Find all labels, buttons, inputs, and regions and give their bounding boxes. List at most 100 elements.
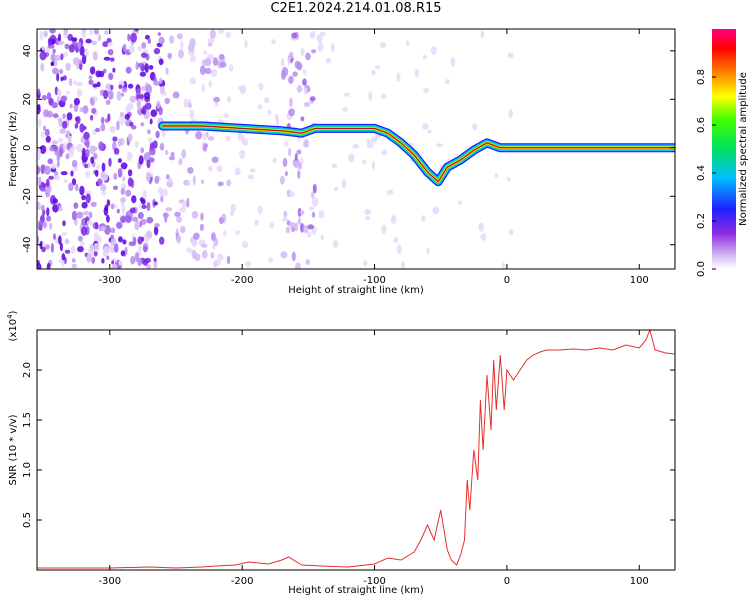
- spectrogram-speckle: [229, 64, 234, 72]
- spectrogram-speckle: [50, 242, 55, 253]
- spectrogram-speckle: [218, 53, 225, 61]
- spectrogram-speckle: [136, 99, 141, 110]
- colorbar-gradient: [712, 29, 736, 269]
- spectrogram-speckle: [68, 182, 74, 192]
- spectrogram-speckle: [317, 42, 324, 52]
- spectrogram-speckle: [318, 209, 325, 219]
- spectrogram-speckle: [214, 259, 221, 267]
- spectrogram-speckle: [93, 152, 98, 160]
- spectrogram-speckle: [121, 204, 126, 214]
- spectrogram-speckle: [140, 147, 144, 154]
- spectrogram-speckle: [421, 215, 426, 223]
- spectrogram-speckle: [40, 130, 45, 139]
- spectrogram-speckle: [46, 215, 52, 222]
- colorbar-tick-label: 0.2: [696, 213, 707, 229]
- spectrogram-speckle: [158, 106, 163, 116]
- y-tick-label: 20: [22, 93, 33, 106]
- spectrogram-speckle: [472, 123, 478, 131]
- spectrogram-speckle: [136, 94, 144, 99]
- spectrogram-speckle: [316, 34, 323, 44]
- spectrogram-speckle: [57, 40, 65, 46]
- spectrogram-speckle: [181, 201, 188, 208]
- spectrogram-speckle: [112, 263, 118, 269]
- spectrogram-speckle: [147, 38, 151, 44]
- spectrogram-speckle: [105, 99, 111, 105]
- x-tick-label: -300: [98, 275, 121, 286]
- spectrogram-speckle: [92, 146, 98, 151]
- spectrogram-speckle: [309, 31, 316, 39]
- spectrogram-speckle: [66, 90, 71, 95]
- spectrogram-speckle: [122, 43, 127, 53]
- spectrogram-speckle: [379, 42, 387, 48]
- colorbar-tick-label: 0.6: [696, 117, 707, 133]
- spectrogram-speckle: [103, 89, 108, 100]
- spectrogram-speckle: [494, 172, 499, 178]
- spectrogram-speckle: [135, 252, 140, 262]
- spectrogram-speckle: [430, 46, 437, 55]
- spectrogram-speckle: [39, 145, 47, 154]
- spectrogram-speckle: [48, 175, 54, 180]
- spectrogram-speckle: [134, 140, 139, 148]
- snr-x-ticks: -300 -200 -100 0 100: [98, 330, 649, 587]
- spectrogram-speckle: [368, 91, 373, 102]
- spectrogram-signal-track: [158, 121, 675, 187]
- spectrogram-speckle: [191, 211, 199, 219]
- spectrogram-speckle: [478, 222, 485, 232]
- spectrogram-speckle: [37, 177, 42, 186]
- snr-y-ticks: 0.5 1.0 1.5 2.0: [22, 362, 675, 528]
- spectrogram-speckle: [211, 232, 216, 242]
- spectrogram-speckle: [103, 68, 107, 74]
- spectrogram-speckle: [371, 160, 375, 170]
- spectrogram-speckle: [108, 89, 114, 100]
- spectrogram-speckle: [63, 141, 67, 152]
- spectrogram-speckle: [118, 260, 123, 266]
- spectrogram-speckle: [366, 141, 374, 149]
- spectrogram-speckle: [263, 97, 270, 104]
- spectrogram-speckle: [161, 128, 166, 138]
- spectrogram-speckle: [297, 217, 302, 225]
- spectrogram-speckle: [283, 210, 288, 218]
- spectrogram-speckle: [46, 262, 51, 269]
- spectrogram-speckle: [137, 236, 143, 245]
- spectrogram-speckle: [140, 198, 146, 205]
- spectrogram-speckle: [137, 212, 144, 219]
- spectrogram-speckle: [127, 83, 134, 89]
- spectrogram-speckle: [154, 223, 160, 228]
- spectrogram-speckle: [291, 32, 297, 39]
- spectrogram-speckle: [162, 90, 167, 97]
- x-tick-label: 100: [630, 275, 649, 286]
- spectrogram-speckle: [141, 204, 147, 209]
- snr-frame: [36, 329, 676, 571]
- spectrogram-speckle: [61, 253, 66, 261]
- spectrogram-speckle: [58, 235, 62, 245]
- spectrogram-speckle: [250, 168, 256, 173]
- spectrogram-speckle: [103, 56, 111, 61]
- spectrogram-speckle: [432, 206, 440, 215]
- spectrogram-speckle: [275, 117, 280, 126]
- colorbar-tick-label: 0.4: [696, 165, 707, 181]
- spectrogram-speckle: [76, 81, 83, 87]
- spectrogram-speckle: [153, 201, 158, 206]
- spectrogram-speckle: [295, 262, 301, 269]
- spectrogram-speckle: [40, 187, 46, 192]
- spectrogram-speckle: [159, 236, 165, 245]
- spectrogram-speckle: [71, 178, 77, 186]
- spectrogram-speckle: [93, 243, 100, 252]
- spectrogram-speckle: [97, 34, 102, 42]
- spectrogram-speckle: [271, 39, 276, 44]
- snr-y-multiplier: (x104): [6, 310, 19, 341]
- spectrogram-speckle: [257, 205, 263, 215]
- spectrogram-speckle: [300, 157, 304, 165]
- spectrogram-speckle: [73, 97, 80, 106]
- spectrogram-speckle: [73, 202, 79, 210]
- spectrogram-speckle: [307, 231, 312, 238]
- spectrogram-speckle: [116, 221, 123, 229]
- spectrogram-speckle: [46, 92, 52, 101]
- spectrogram-speckle: [342, 106, 349, 112]
- spectrogram-speckle: [168, 156, 175, 161]
- x-tick-label: -200: [231, 275, 254, 286]
- spectrogram-speckle: [129, 95, 137, 103]
- spectrogram-speckle: [285, 226, 291, 234]
- spectrogram-speckle: [120, 162, 128, 170]
